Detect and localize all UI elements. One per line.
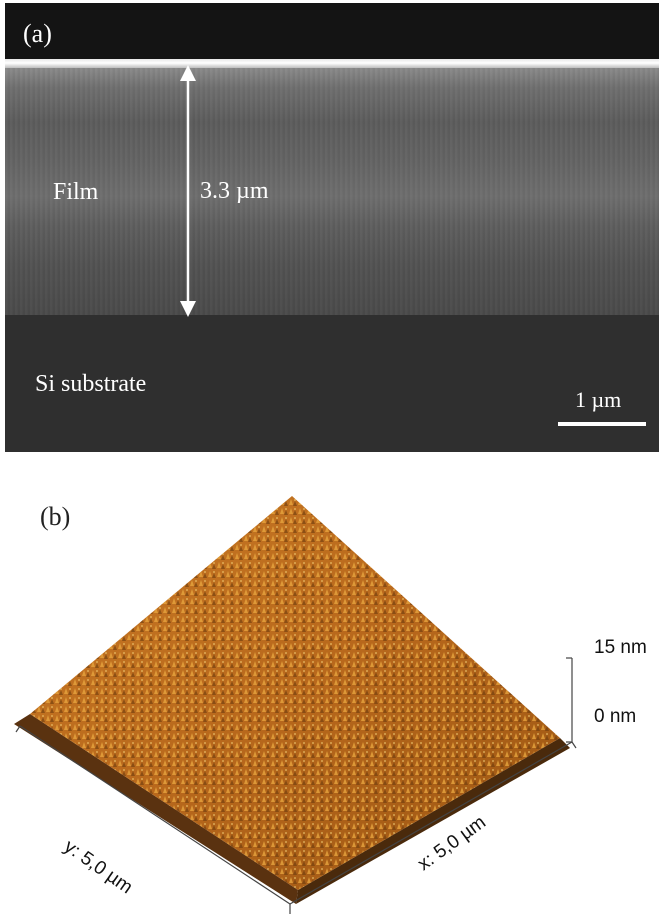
- film-surface-edge: [5, 59, 659, 68]
- afm-topography-image: [14, 496, 577, 914]
- scale-bar: [558, 422, 646, 426]
- afm-left-wall: [14, 714, 298, 904]
- panel-b-label: (b): [40, 502, 71, 531]
- afm-right-wall: [296, 738, 570, 904]
- thickness-label: 3.3 µm: [200, 178, 269, 204]
- substrate-label: Si substrate: [35, 371, 147, 397]
- x-axis-line: [289, 741, 573, 905]
- sem-cross-section-image: (a) Film 3.3 µm Si substrate 1 µm: [5, 3, 659, 452]
- sem-vacuum-region: [5, 3, 659, 59]
- si-substrate-layer: [5, 315, 659, 452]
- z-max-label: 15 nm: [594, 637, 647, 658]
- panel-a-label: (a): [23, 19, 52, 48]
- scale-bar-label: 1 µm: [575, 387, 622, 412]
- film-layer: [5, 68, 659, 315]
- double-arrow-icon: [180, 65, 196, 317]
- film-label: Film: [53, 179, 99, 205]
- y-axis-line: [19, 725, 291, 905]
- z-min-label: 0 nm: [594, 706, 637, 727]
